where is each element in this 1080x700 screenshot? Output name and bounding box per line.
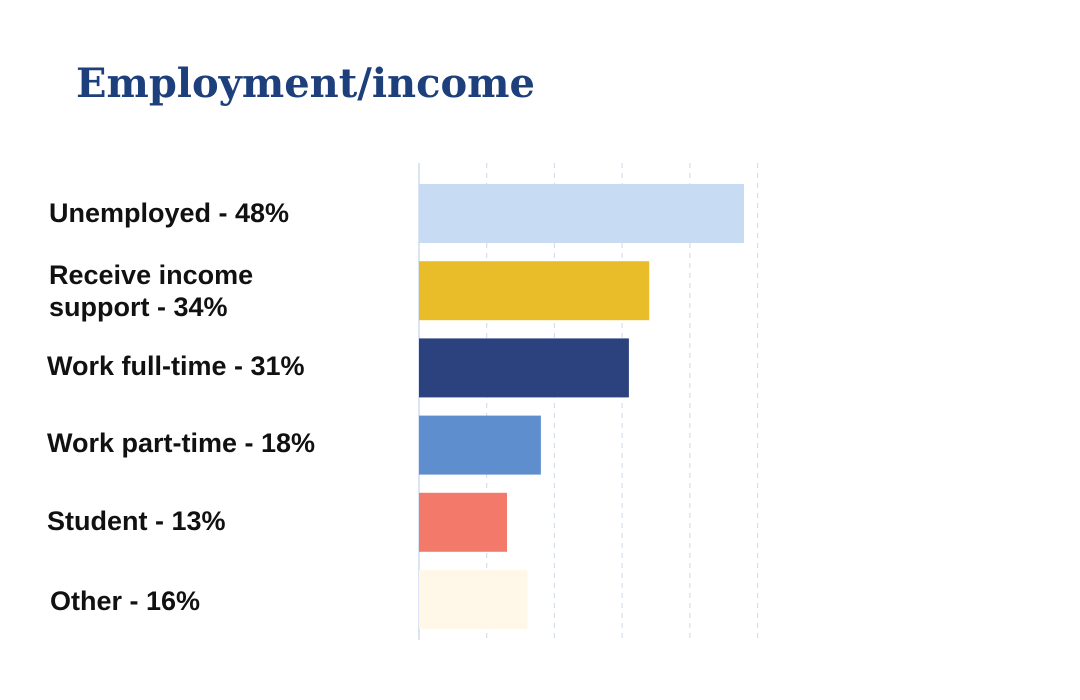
- category-label: Receive income support - 34%: [49, 260, 253, 322]
- bar: [419, 492, 508, 552]
- bar: [419, 338, 629, 398]
- bar: [419, 570, 528, 629]
- category-label: Other - 16%: [50, 586, 200, 616]
- category-label: Unemployed - 48%: [49, 198, 289, 228]
- category-label: Work full-time - 31%: [47, 351, 305, 381]
- category-label: Work part-time - 18%: [47, 428, 315, 458]
- bar: [419, 261, 650, 321]
- bar: [419, 184, 744, 243]
- bar: [419, 415, 541, 475]
- bars: [419, 184, 744, 629]
- category-labels: Unemployed - 48% Receive income support - …: [47, 198, 315, 616]
- page-title: Employment/income: [76, 60, 535, 107]
- category-label: Student - 13%: [47, 506, 226, 536]
